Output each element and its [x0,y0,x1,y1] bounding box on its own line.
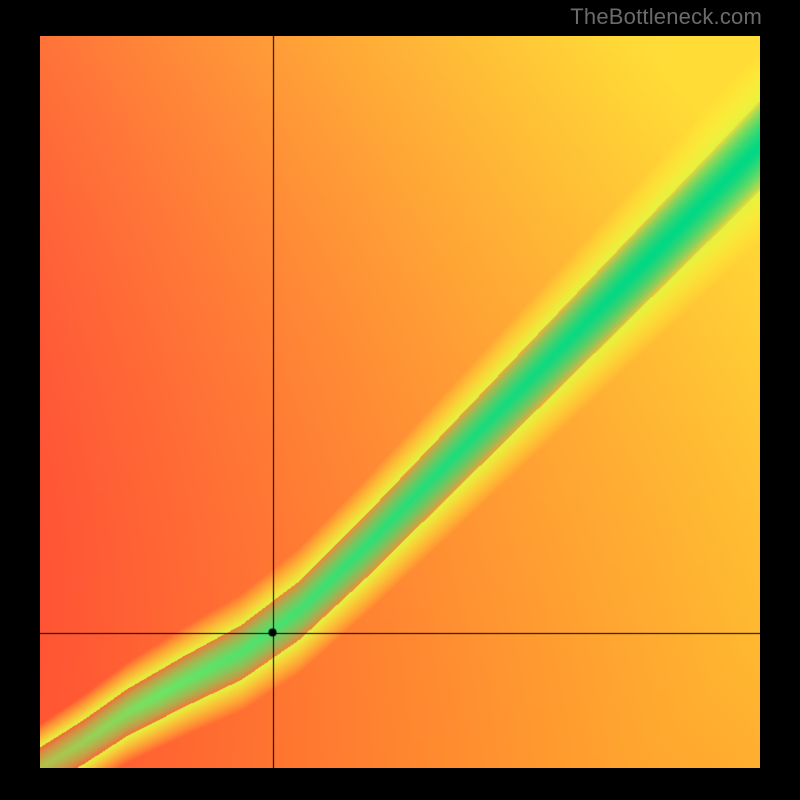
brand-label: TheBottleneck.com [570,4,762,30]
plot-area [40,36,760,768]
heatmap-canvas [40,36,760,768]
outer-frame: TheBottleneck.com [0,0,800,800]
